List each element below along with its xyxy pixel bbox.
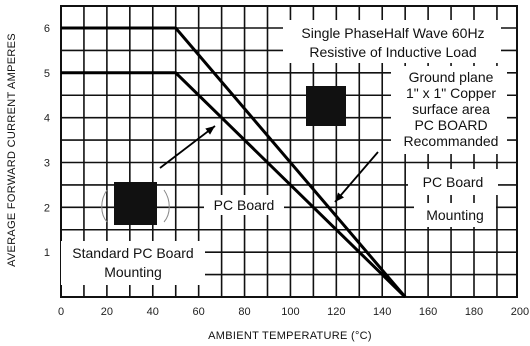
y-tick-label: 2 bbox=[44, 202, 50, 214]
ground-plane-line-1: Ground plane bbox=[409, 69, 494, 85]
x-tick-label: 140 bbox=[373, 306, 391, 318]
pc-board-component-icon bbox=[114, 182, 157, 225]
tick-labels: 0 20 40 60 80 100 120 140 160 180 200 1 2 3 4 5 6 bbox=[44, 23, 529, 318]
mounting-right-label-box bbox=[414, 203, 496, 227]
pc-board-middle-label: PC Board bbox=[214, 197, 275, 213]
x-tick-label: 60 bbox=[193, 306, 205, 318]
standard-line-1: Standard PC Board bbox=[72, 245, 193, 261]
ground-plane-line-3: surface area bbox=[412, 101, 490, 117]
x-tick-label: 40 bbox=[147, 306, 159, 318]
y-tick-label: 5 bbox=[44, 68, 50, 80]
ground-plane-arrow-shaft bbox=[334, 151, 379, 203]
y-tick-label: 4 bbox=[44, 113, 50, 125]
y-tick-label: 1 bbox=[44, 247, 50, 259]
x-tick-label: 100 bbox=[281, 306, 299, 318]
annotation-layer: Single PhaseHalf Wave 60Hz Resistive of I… bbox=[61, 20, 507, 285]
ground-plane-arrow-head bbox=[335, 192, 344, 202]
pc-board-right-line-1: PC Board bbox=[423, 174, 484, 190]
x-axis-title: AMBIENT TEMPERATURE (°C) bbox=[208, 330, 372, 342]
ground-plane-line-4: PC BOARD bbox=[414, 117, 487, 133]
standard-line-2: Mounting bbox=[104, 264, 162, 280]
y-tick-label: 6 bbox=[44, 23, 50, 35]
x-tick-label: 200 bbox=[511, 306, 529, 318]
x-tick-label: 120 bbox=[327, 306, 345, 318]
conditions-line-1: Single PhaseHalf Wave 60Hz bbox=[301, 25, 484, 41]
series-layer bbox=[61, 26, 407, 299]
y-tick-label: 3 bbox=[44, 158, 50, 170]
standard-label-box bbox=[61, 241, 205, 285]
series-line-1 bbox=[61, 26, 407, 298]
series-line-2 bbox=[61, 71, 407, 299]
plot-border bbox=[60, 5, 518, 298]
ground-plane-label-box bbox=[391, 66, 507, 154]
y-axis-title: AVERAGE FORWARD CURRENT AMPERES bbox=[6, 33, 18, 267]
x-tick-label: 80 bbox=[238, 306, 250, 318]
pc-board-arrow-head bbox=[205, 126, 215, 135]
x-tick-label: 0 bbox=[58, 306, 64, 318]
lead-outline-icon bbox=[101, 189, 170, 223]
plot-frame bbox=[60, 5, 518, 298]
conditions-line-2: Resistive of Inductive Load bbox=[309, 44, 476, 60]
ground-plane-line-2: 1" x 1" Copper bbox=[406, 85, 496, 101]
pc-board-right-label-box bbox=[408, 169, 498, 195]
x-tick-label: 180 bbox=[465, 306, 483, 318]
conditions-box bbox=[283, 20, 501, 63]
pc-board-middle-label-box bbox=[204, 195, 284, 215]
ground-plane-component-icon bbox=[306, 86, 346, 126]
x-tick-label: 20 bbox=[101, 306, 113, 318]
ground-plane-line-5: Recommanded bbox=[404, 133, 499, 149]
pc-board-arrow-shaft bbox=[159, 125, 216, 169]
pc-board-right-line-2: Mounting bbox=[426, 207, 484, 223]
x-tick-label: 160 bbox=[419, 306, 437, 318]
